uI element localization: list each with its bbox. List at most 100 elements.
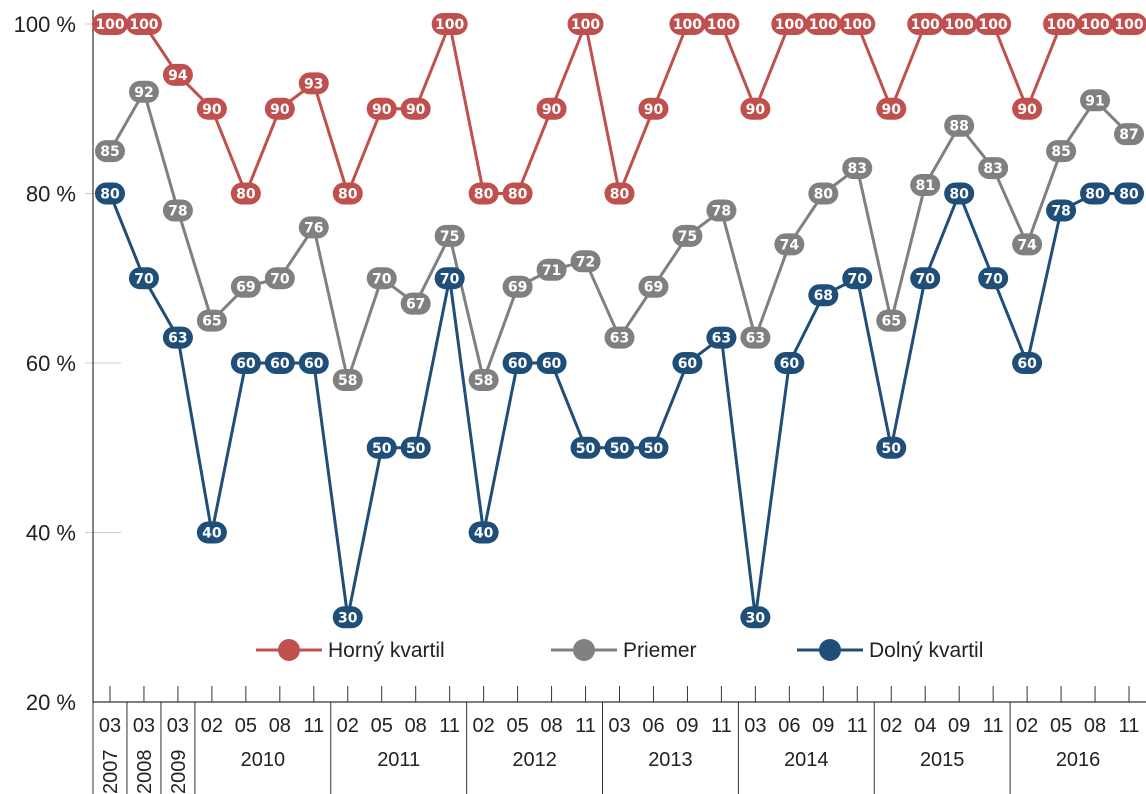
data-label: 60 bbox=[304, 356, 324, 372]
data-label: 71 bbox=[542, 263, 561, 279]
legend-marker bbox=[573, 639, 595, 661]
data-label: 100 bbox=[1046, 17, 1075, 33]
y-tick-label: 40 % bbox=[26, 521, 76, 546]
data-point bbox=[975, 13, 1012, 35]
y-tick-label: 100 % bbox=[14, 12, 76, 37]
data-point bbox=[128, 267, 159, 290]
data-point bbox=[366, 436, 397, 459]
data-point bbox=[298, 72, 329, 95]
x-tick-label: 06 bbox=[642, 715, 664, 737]
data-point bbox=[502, 182, 533, 205]
y-tick-label: 60 % bbox=[26, 351, 76, 376]
year-label: 2009 bbox=[168, 750, 190, 794]
x-tick-label: 05 bbox=[1050, 715, 1072, 737]
legend-marker bbox=[278, 639, 300, 661]
data-point bbox=[638, 97, 669, 120]
data-label: 90 bbox=[406, 102, 426, 118]
data-labels: 100 100 94 90 80 90 93 80 90 90 100 80 80 90 100 80 90 10… bbox=[91, 13, 1146, 629]
data-label: 40 bbox=[202, 526, 222, 542]
y-tick-label: 20 % bbox=[26, 690, 76, 715]
year-label: 2015 bbox=[920, 749, 965, 771]
data-point bbox=[125, 13, 162, 35]
x-tick-label: 11 bbox=[303, 715, 324, 737]
data-point bbox=[468, 521, 499, 544]
data-point bbox=[740, 97, 771, 120]
data-point bbox=[162, 199, 193, 222]
data-point bbox=[740, 606, 771, 629]
x-tick-label: 11 bbox=[439, 715, 460, 737]
data-point bbox=[672, 224, 703, 247]
data-point bbox=[94, 182, 125, 205]
data-point bbox=[468, 368, 499, 391]
data-point bbox=[876, 309, 907, 332]
data-label: 68 bbox=[814, 288, 833, 304]
legend: Horný kvartil Priemer Dolný kvartil bbox=[256, 639, 983, 662]
data-point bbox=[1114, 182, 1145, 205]
data-point bbox=[332, 606, 363, 629]
x-tick-label: 02 bbox=[880, 715, 902, 737]
data-point bbox=[230, 275, 261, 298]
data-point bbox=[400, 436, 431, 459]
data-label: 50 bbox=[610, 441, 630, 457]
data-label: 60 bbox=[542, 356, 562, 372]
data-point bbox=[264, 267, 295, 290]
data-point bbox=[230, 352, 261, 374]
x-tick-label: 09 bbox=[676, 715, 698, 737]
x-tick-label: 11 bbox=[847, 715, 868, 737]
data-label: 100 bbox=[129, 17, 158, 33]
data-point bbox=[944, 114, 975, 137]
data-label: 90 bbox=[644, 102, 664, 118]
data-point bbox=[944, 182, 975, 205]
data-point bbox=[910, 267, 941, 290]
data-point bbox=[366, 267, 397, 290]
data-label: 60 bbox=[270, 356, 290, 372]
data-point bbox=[669, 13, 706, 35]
year-label: 2011 bbox=[377, 749, 420, 771]
x-tick-label: 03 bbox=[608, 715, 630, 737]
x-tick-label: 02 bbox=[337, 715, 359, 737]
data-point bbox=[434, 224, 465, 247]
data-label: 100 bbox=[945, 17, 974, 33]
legend-marker bbox=[819, 639, 841, 661]
x-tick-label: 05 bbox=[235, 715, 257, 737]
data-label: 70 bbox=[915, 271, 935, 287]
data-point bbox=[536, 97, 567, 120]
x-tick-label: 11 bbox=[1119, 715, 1140, 737]
data-label: 83 bbox=[848, 161, 867, 177]
series-lines bbox=[108, 22, 1131, 619]
data-point bbox=[774, 233, 805, 256]
data-point bbox=[876, 436, 907, 459]
data-point bbox=[842, 267, 873, 290]
data-label: 80 bbox=[1085, 187, 1105, 203]
data-label: 75 bbox=[678, 229, 697, 245]
x-tick-label: 08 bbox=[1084, 715, 1106, 737]
data-label: 90 bbox=[881, 102, 901, 118]
data-label: 65 bbox=[202, 314, 221, 330]
data-label: 100 bbox=[979, 17, 1008, 33]
data-point bbox=[298, 216, 329, 239]
data-label: 65 bbox=[881, 314, 900, 330]
x-tick-label: 11 bbox=[711, 715, 732, 737]
data-label: 90 bbox=[270, 102, 290, 118]
data-label: 80 bbox=[1119, 187, 1139, 203]
data-point bbox=[978, 267, 1009, 290]
x-tick-label: 02 bbox=[473, 715, 495, 737]
data-point bbox=[1077, 13, 1114, 35]
data-point bbox=[1114, 123, 1145, 146]
data-point bbox=[91, 13, 128, 35]
data-label: 88 bbox=[949, 119, 968, 135]
data-point bbox=[366, 97, 397, 120]
data-point bbox=[196, 97, 227, 120]
data-label: 30 bbox=[338, 610, 358, 626]
data-point bbox=[1012, 233, 1043, 256]
data-label: 90 bbox=[202, 102, 222, 118]
data-point bbox=[638, 436, 669, 459]
data-label: 80 bbox=[949, 187, 969, 203]
data-label: 80 bbox=[100, 187, 120, 203]
data-label: 92 bbox=[134, 85, 153, 101]
data-point bbox=[941, 13, 978, 35]
data-label: 85 bbox=[100, 144, 119, 160]
data-point bbox=[1012, 352, 1043, 374]
year-label: 2014 bbox=[784, 749, 829, 771]
data-label: 63 bbox=[168, 331, 187, 347]
